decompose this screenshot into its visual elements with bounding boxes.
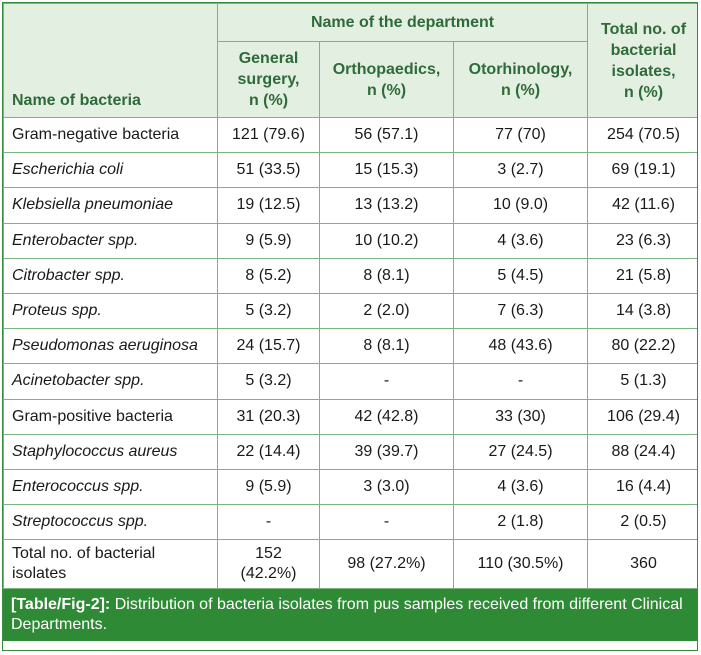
value-cell-orthopaedics: 2 (2.0): [319, 292, 454, 330]
table-row-total: Total no. of bacterial isolates 152 (42.…: [3, 539, 697, 590]
table-row: Acinetobacter spp. 5 (3.2) - -5 (1.3): [3, 363, 697, 400]
value-cell-otorhinology: 4 (3.6): [452, 222, 589, 259]
value-cell-total: 2 (0.5): [587, 504, 697, 541]
value-cell-otorhinology: 27 (24.5): [452, 433, 589, 470]
value-cell-orthopaedics: 8 (8.1): [319, 328, 454, 365]
value-cell-general-surgery: 31 (20.3): [217, 398, 320, 435]
caption-label: [Table/Fig-2]:: [11, 596, 111, 614]
value-cell-otorhinology: 4 (3.6): [452, 468, 589, 506]
bacteria-name-cell: Gram-positive bacteria: [3, 398, 218, 435]
total-otorhinology: 110 (30.5%): [452, 539, 589, 590]
bacteria-name-cell: Staphylococcus aureus: [3, 433, 218, 470]
bacteria-name-cell: Pseudomonas aeruginosa: [3, 328, 218, 365]
value-cell-general-surgery: 9 (5.9): [217, 468, 320, 506]
bacteria-distribution-table: Name of bacteria Name of the department …: [3, 3, 697, 590]
value-cell-otorhinology: 77 (70): [452, 116, 589, 154]
value-cell-orthopaedics: -: [319, 363, 454, 400]
total-overall: 360: [587, 539, 697, 590]
value-cell-total: 106 (29.4): [587, 398, 697, 435]
value-cell-general-surgery: 5 (3.2): [217, 363, 320, 400]
header-total-isolates: Total no. of bacterial isolates, n (%): [587, 3, 697, 118]
table-row: Klebsiella pneumoniae 19 (12.5) 13 (13.2) 1…: [3, 187, 697, 224]
caption-text: Distribution of bacteria isolates from p…: [11, 596, 683, 634]
value-cell-general-surgery: 24 (15.7): [217, 328, 320, 365]
value-cell-general-surgery: 19 (12.5): [217, 187, 320, 224]
table-row: Enterococcus spp. 9 (5.9) 3 (3.0) 4 (3.6) 16…: [3, 468, 697, 506]
table-row: Citrobacter spp. 8 (5.2) 8 (8.1) 5 (4.5) 21 …: [3, 257, 697, 294]
header-name-of-bacteria: Name of bacteria: [3, 3, 218, 118]
value-cell-general-surgery: 9 (5.9): [217, 222, 320, 259]
value-cell-total: 80 (22.2): [587, 328, 697, 365]
table-row: Escherichia coli 51 (33.5) 15 (15.3) 3 (2.7…: [3, 152, 697, 189]
table-row: Gram-positive bacteria 31 (20.3) 42 (42.8)…: [3, 398, 697, 435]
value-cell-total: 42 (11.6): [587, 187, 697, 224]
value-cell-otorhinology: -: [452, 363, 589, 400]
bacteria-name-cell: Citrobacter spp.: [3, 257, 218, 294]
value-cell-orthopaedics: 15 (15.3): [319, 152, 454, 189]
value-cell-total: 88 (24.4): [587, 433, 697, 470]
value-cell-general-surgery: 22 (14.4): [217, 433, 320, 470]
bacteria-name-cell: Escherichia coli: [3, 152, 218, 189]
table-row: Staphylococcus aureus 22 (14.4) 39 (39.7) 2…: [3, 433, 697, 470]
value-cell-total: 16 (4.4): [587, 468, 697, 506]
header-department-group: Name of the department: [216, 3, 589, 42]
value-cell-otorhinology: 33 (30): [452, 398, 589, 435]
value-cell-general-surgery: 121 (79.6): [217, 116, 320, 154]
value-cell-otorhinology: 48 (43.6): [452, 328, 589, 365]
table-row: Pseudomonas aeruginosa 24 (15.7) 8 (8.1) 48…: [3, 328, 697, 365]
value-cell-total: 254 (70.5): [587, 116, 697, 154]
value-cell-total: 21 (5.8): [587, 257, 697, 294]
table-row: Enterobacter spp. 9 (5.9) 10 (10.2) 4 (3.6)…: [3, 222, 697, 259]
value-cell-orthopaedics: 10 (10.2): [319, 222, 454, 259]
header-orthopaedics: Orthopaedics, n (%): [319, 41, 454, 118]
value-cell-total: 5 (1.3): [587, 363, 697, 400]
value-cell-otorhinology: 2 (1.8): [452, 504, 589, 541]
value-cell-total: 14 (3.8): [587, 292, 697, 330]
bacteria-name-cell: Proteus spp.: [3, 292, 218, 330]
value-cell-otorhinology: 5 (4.5): [452, 257, 589, 294]
value-cell-general-surgery: 51 (33.5): [217, 152, 320, 189]
total-row-label: Total no. of bacterial isolates: [3, 539, 218, 590]
value-cell-orthopaedics: 3 (3.0): [319, 468, 454, 506]
value-cell-orthopaedics: 8 (8.1): [319, 257, 454, 294]
bacteria-name-cell: Gram-negative bacteria: [3, 116, 218, 154]
table-row: Gram-negative bacteria 121 (79.6) 56 (57.1…: [3, 116, 697, 154]
header-general-surgery: General surgery, n (%): [217, 41, 320, 118]
bacteria-name-cell: Enterobacter spp.: [3, 222, 218, 259]
bacteria-name-cell: Enterococcus spp.: [3, 468, 218, 506]
value-cell-orthopaedics: 56 (57.1): [319, 116, 454, 154]
value-cell-orthopaedics: 39 (39.7): [319, 433, 454, 470]
value-cell-total: 69 (19.1): [587, 152, 697, 189]
bacteria-name-cell: Acinetobacter spp.: [3, 363, 218, 400]
value-cell-general-surgery: -: [217, 504, 320, 541]
value-cell-general-surgery: 8 (5.2): [217, 257, 320, 294]
value-cell-orthopaedics: 13 (13.2): [319, 187, 454, 224]
header-otorhinology: Otorhinology, n (%): [452, 41, 589, 118]
bacteria-name-cell: Streptococcus spp.: [3, 504, 218, 541]
value-cell-otorhinology: 10 (9.0): [452, 187, 589, 224]
value-cell-otorhinology: 3 (2.7): [452, 152, 589, 189]
table-row: Streptococcus spp. - -2 (1.8) 2 (0.5): [3, 504, 697, 541]
total-general-surgery: 152 (42.2%): [217, 539, 320, 590]
total-orthopaedics: 98 (27.2%): [319, 539, 454, 590]
table-row: Proteus spp. 5 (3.2) 2 (2.0) 7 (6.3) 14 (3.8…: [3, 292, 697, 330]
bacteria-name-cell: Klebsiella pneumoniae: [3, 187, 218, 224]
value-cell-orthopaedics: 42 (42.8): [319, 398, 454, 435]
table-caption: [Table/Fig-2]: Distribution of bacteria …: [3, 589, 697, 642]
value-cell-general-surgery: 5 (3.2): [217, 292, 320, 330]
value-cell-orthopaedics: -: [319, 504, 454, 541]
value-cell-total: 23 (6.3): [587, 222, 697, 259]
value-cell-otorhinology: 7 (6.3): [452, 292, 589, 330]
